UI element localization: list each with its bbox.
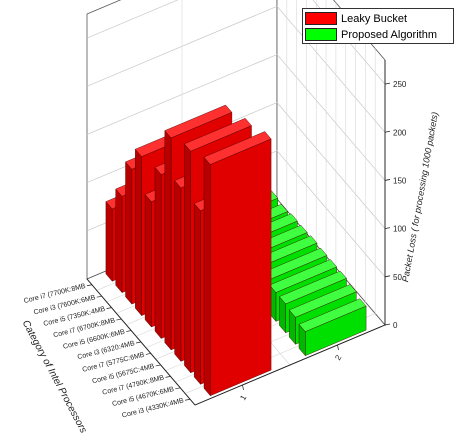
y-tick [337, 344, 339, 351]
z-tick-label: 150 [393, 176, 407, 185]
z-tick-label: 100 [393, 225, 407, 234]
bar-leaky-bucket-side [203, 156, 211, 397]
legend-label-leaky-bucket: Leaky Bucket [341, 12, 408, 25]
bar-proposed-algorithm-top [298, 298, 367, 332]
bar-proposed-algorithm-top [269, 259, 338, 293]
legend-swatch-proposed-algorithm [305, 28, 337, 41]
legend-swatch-leaky-bucket [305, 12, 337, 25]
x-tick [175, 387, 181, 390]
legend-label-proposed-algorithm: Proposed Algorithm [341, 28, 437, 41]
bar-leaky-bucket-front [210, 138, 272, 397]
bar-proposed-algorithm-top [288, 284, 357, 318]
legend: Leaky Bucket Proposed Algorithm [302, 8, 454, 44]
bar-leaky-bucket-side [144, 193, 152, 328]
x-tick [86, 284, 92, 287]
y-tick-label: 1 [238, 393, 248, 402]
z-gridline [86, 5, 386, 133]
x-tick [116, 318, 122, 321]
bar-leaky-bucket-side [125, 161, 133, 305]
x-tick [106, 307, 112, 309]
z-tick-label: 250 [393, 80, 407, 89]
bar-leaky-bucket-top [203, 131, 272, 165]
bar-proposed-algorithm-top [279, 270, 347, 305]
bar-leaky-bucket-side [164, 130, 172, 351]
y-axis-line [194, 324, 386, 406]
z-tick-label: 50 [393, 273, 402, 282]
bar-leaky-bucket-side [135, 148, 142, 317]
x-tick [165, 376, 171, 378]
y-tick-label: 2 [333, 353, 343, 362]
x-tick [126, 330, 132, 332]
bar-leaky-bucket-side [115, 188, 123, 294]
x-tick [155, 364, 161, 367]
legend-item-proposed-algorithm: Proposed Algorithm [305, 27, 437, 42]
z-tick [384, 323, 391, 326]
x-tick [135, 341, 142, 344]
z-tick [384, 130, 391, 133]
bar-leaky-bucket-side [105, 201, 113, 282]
z-tick [384, 275, 391, 278]
bar-leaky-bucket-top [184, 118, 252, 152]
bar-leaky-bucket-top [164, 104, 233, 139]
x-tick [145, 353, 151, 355]
z-tick [384, 179, 391, 181]
z-tick-label: 0 [393, 321, 398, 330]
bar-leaky-bucket-side [174, 180, 182, 362]
x-tick [96, 295, 102, 298]
z-gridline [86, 54, 386, 181]
bar-leaky-bucket-side [193, 202, 201, 385]
x-tick [185, 398, 191, 401]
z-tick-label: 200 [393, 128, 407, 137]
bar-leaky-bucket-side [154, 166, 162, 340]
bar-leaky-bucket-side [184, 143, 191, 374]
y-tick [242, 384, 244, 391]
legend-item-leaky-bucket: Leaky Bucket [305, 11, 407, 26]
z-tick [384, 82, 391, 85]
z-tick [384, 227, 391, 230]
